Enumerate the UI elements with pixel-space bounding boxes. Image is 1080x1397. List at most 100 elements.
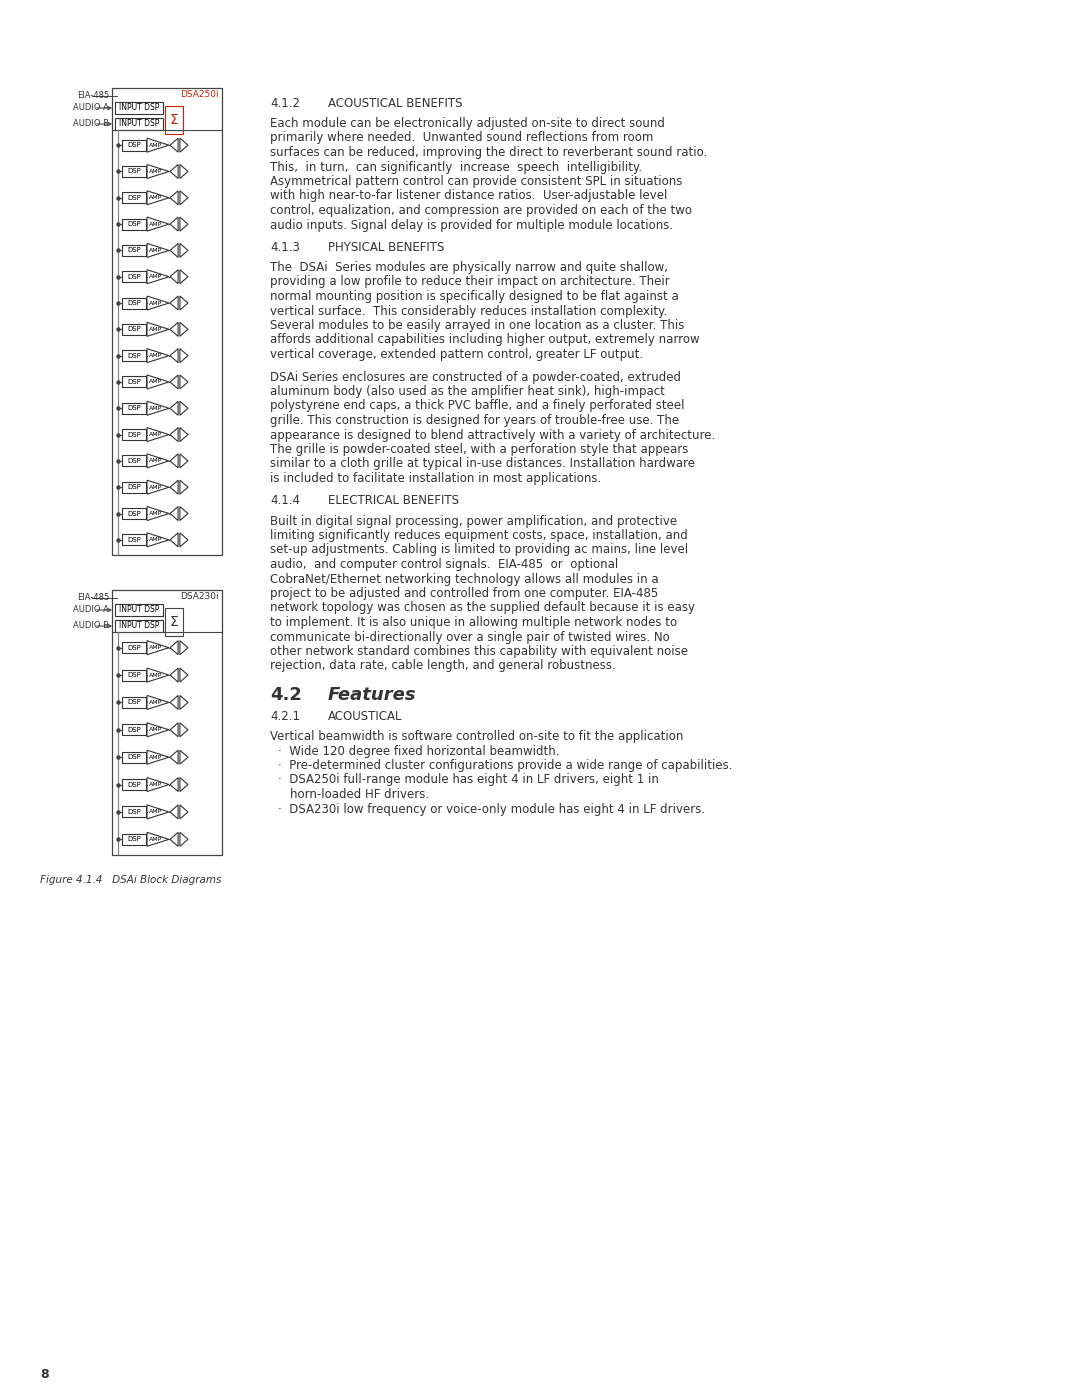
Polygon shape [147,191,168,205]
Polygon shape [170,217,178,231]
Text: AMP: AMP [149,728,162,732]
Text: horn-loaded HF drivers.: horn-loaded HF drivers. [291,788,429,800]
Bar [122,271,146,282]
Bar [122,455,146,467]
Bar [122,193,146,204]
Polygon shape [180,349,188,363]
Polygon shape [147,270,168,284]
Text: affords additional capabilities including higher output, extremely narrow: affords additional capabilities includin… [270,334,700,346]
Text: INPUT DSP: INPUT DSP [119,605,159,615]
Polygon shape [147,323,168,337]
Text: DSP: DSP [127,432,140,437]
Text: DSP: DSP [127,142,140,148]
Polygon shape [180,641,188,655]
Text: DSP: DSP [127,536,140,543]
Text: Vertical beamwidth is software controlled on-site to fit the application: Vertical beamwidth is software controlle… [270,731,684,743]
Polygon shape [180,750,188,764]
Text: 4.2: 4.2 [270,686,302,704]
Text: polystyrene end caps, a thick PVC baffle, and a finely perforated steel: polystyrene end caps, a thick PVC baffle… [270,400,685,412]
Text: ACOUSTICAL: ACOUSTICAL [328,710,403,724]
Polygon shape [147,349,168,363]
Text: appearance is designed to blend attractively with a variety of architecture.: appearance is designed to blend attracti… [270,429,715,441]
Text: audio,  and computer control signals.  EIA-485  or  optional: audio, and computer control signals. EIA… [270,557,618,571]
Text: set-up adjustments. Cabling is limited to providing ac mains, line level: set-up adjustments. Cabling is limited t… [270,543,688,556]
Text: INPUT DSP: INPUT DSP [119,120,159,129]
Text: DSP: DSP [127,300,140,306]
Polygon shape [170,722,178,736]
Polygon shape [170,138,178,152]
Bar [122,669,146,680]
Text: INPUT DSP: INPUT DSP [119,622,159,630]
Text: vertical surface.  This considerably reduces installation complexity.: vertical surface. This considerably redu… [270,305,667,317]
Text: This,  in turn,  can significantly  increase  speech  intelligibility.: This, in turn, can significantly increas… [270,161,643,173]
Bar [122,534,146,545]
Bar [165,106,183,134]
Text: 4.1.3: 4.1.3 [270,242,300,254]
Text: $\Sigma$: $\Sigma$ [170,615,179,629]
Polygon shape [170,165,178,179]
Polygon shape [147,778,168,792]
Text: providing a low profile to reduce their impact on architecture. Their: providing a low profile to reduce their … [270,275,670,289]
Polygon shape [180,481,188,495]
Text: DSP: DSP [127,379,140,386]
Text: Asymmetrical pattern control can provide consistent SPL in situations: Asymmetrical pattern control can provide… [270,175,683,189]
Bar [122,482,146,493]
Text: 4.1.4: 4.1.4 [270,495,300,507]
Polygon shape [180,722,188,736]
Polygon shape [180,427,188,441]
Text: DSP: DSP [127,510,140,517]
Text: ·  Pre-determined cluster configurations provide a wide range of capabilities.: · Pre-determined cluster configurations … [278,759,732,773]
Text: AMP: AMP [149,809,162,814]
Polygon shape [147,217,168,231]
Text: AUDIO A: AUDIO A [73,103,109,113]
Text: is included to facilitate installation in most applications.: is included to facilitate installation i… [270,472,602,485]
Text: AMP: AMP [149,247,162,253]
Bar [114,620,163,631]
Polygon shape [147,481,168,495]
Text: INPUT DSP: INPUT DSP [119,103,159,113]
Text: DSP: DSP [127,327,140,332]
Polygon shape [147,165,168,179]
Text: CobraNet/Ethernet networking technology allows all modules in a: CobraNet/Ethernet networking technology … [270,573,659,585]
Polygon shape [147,454,168,468]
Bar [122,643,146,654]
Text: DSP: DSP [127,352,140,359]
Text: ·  DSA230i low frequency or voice-only module has eight 4 in LF drivers.: · DSA230i low frequency or voice-only mo… [278,802,705,816]
Text: similar to a cloth grille at typical in-use distances. Installation hardware: similar to a cloth grille at typical in-… [270,457,696,471]
Polygon shape [147,401,168,415]
Polygon shape [147,641,168,655]
Polygon shape [170,243,178,257]
Polygon shape [170,507,178,521]
Text: DSP: DSP [127,726,140,733]
Polygon shape [147,668,168,682]
Text: AMP: AMP [149,196,162,200]
Bar [165,608,183,636]
Text: network topology was chosen as the supplied default because it is easy: network topology was chosen as the suppl… [270,602,696,615]
Text: DSP: DSP [127,809,140,814]
Polygon shape [180,696,188,710]
Text: communicate bi-directionally over a single pair of twisted wires. No: communicate bi-directionally over a sing… [270,630,670,644]
Text: AMP: AMP [149,645,162,650]
Bar [122,780,146,791]
Polygon shape [147,138,168,152]
Polygon shape [180,401,188,415]
Text: AUDIO B: AUDIO B [73,120,109,129]
Text: normal mounting position is specifically designed to be flat against a: normal mounting position is specifically… [270,291,678,303]
Polygon shape [170,750,178,764]
Text: DSP: DSP [127,221,140,228]
Text: AMP: AMP [149,380,162,384]
Text: Several modules to be easily arrayed in one location as a cluster. This: Several modules to be easily arrayed in … [270,319,685,332]
Text: DSP: DSP [127,672,140,678]
Text: $\Sigma$: $\Sigma$ [170,113,179,127]
Bar [122,140,146,151]
Bar [122,834,146,845]
Text: DSP: DSP [127,274,140,279]
Polygon shape [147,427,168,441]
Text: aluminum body (also used as the amplifier heat sink), high-impact: aluminum body (also used as the amplifie… [270,386,665,398]
Bar [122,724,146,735]
Text: audio inputs. Signal delay is provided for multiple module locations.: audio inputs. Signal delay is provided f… [270,218,673,232]
Text: AMP: AMP [149,458,162,464]
Text: 4.1.2: 4.1.2 [270,96,300,110]
Polygon shape [147,805,168,819]
Bar [122,752,146,763]
